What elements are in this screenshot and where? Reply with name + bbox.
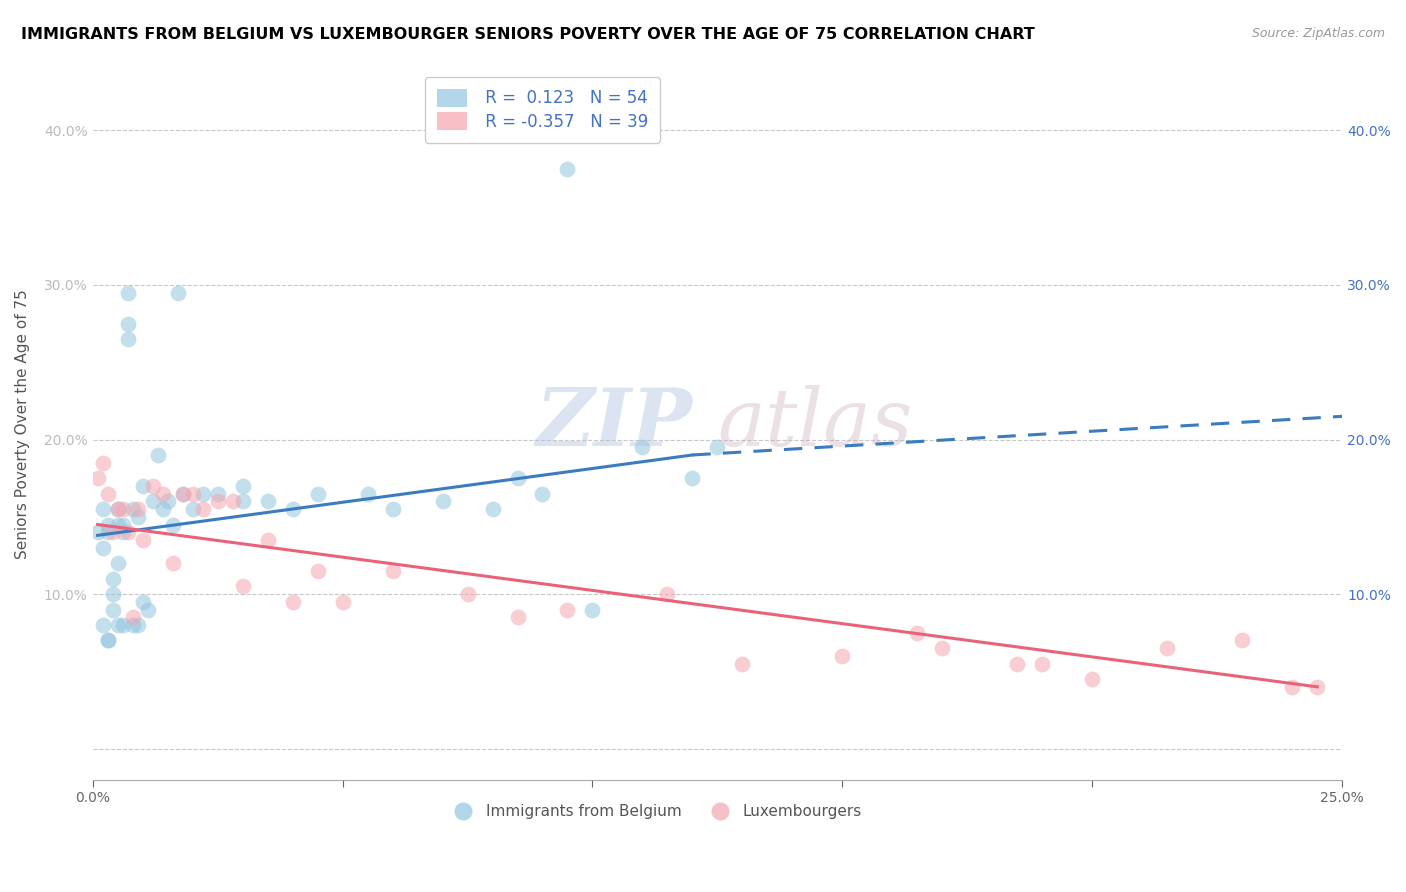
Point	[356, 486, 378, 500]
Point	[232, 579, 254, 593]
Point	[905, 625, 928, 640]
Point	[172, 486, 194, 500]
Point	[191, 502, 214, 516]
Point	[117, 285, 139, 300]
Point	[281, 502, 304, 516]
Point	[101, 525, 124, 540]
Point	[457, 587, 479, 601]
Point	[142, 494, 165, 508]
Point	[121, 502, 143, 516]
Point	[307, 564, 329, 578]
Point	[281, 595, 304, 609]
Point	[931, 641, 953, 656]
Point	[506, 471, 529, 485]
Text: IMMIGRANTS FROM BELGIUM VS LUXEMBOURGER SENIORS POVERTY OVER THE AGE OF 75 CORRE: IMMIGRANTS FROM BELGIUM VS LUXEMBOURGER …	[21, 27, 1035, 42]
Point	[232, 494, 254, 508]
Point	[1081, 672, 1104, 686]
Y-axis label: Seniors Poverty Over the Age of 75: Seniors Poverty Over the Age of 75	[15, 289, 30, 559]
Point	[381, 564, 404, 578]
Point	[307, 486, 329, 500]
Point	[131, 595, 153, 609]
Point	[681, 471, 703, 485]
Point	[111, 517, 134, 532]
Point	[1031, 657, 1053, 671]
Point	[162, 517, 184, 532]
Point	[97, 525, 120, 540]
Point	[706, 440, 728, 454]
Point	[207, 494, 229, 508]
Point	[91, 541, 114, 555]
Legend: Immigrants from Belgium, Luxembourgers: Immigrants from Belgium, Luxembourgers	[441, 798, 869, 825]
Point	[146, 448, 169, 462]
Point	[152, 502, 174, 516]
Point	[111, 525, 134, 540]
Point	[111, 502, 134, 516]
Point	[111, 618, 134, 632]
Point	[127, 509, 149, 524]
Point	[731, 657, 754, 671]
Point	[91, 618, 114, 632]
Point	[91, 456, 114, 470]
Point	[127, 618, 149, 632]
Point	[97, 633, 120, 648]
Point	[101, 602, 124, 616]
Point	[1306, 680, 1329, 694]
Point	[506, 610, 529, 624]
Point	[172, 486, 194, 500]
Point	[152, 486, 174, 500]
Point	[117, 332, 139, 346]
Point	[156, 494, 179, 508]
Point	[221, 494, 243, 508]
Point	[97, 486, 120, 500]
Point	[107, 502, 129, 516]
Point	[107, 517, 129, 532]
Text: Source: ZipAtlas.com: Source: ZipAtlas.com	[1251, 27, 1385, 40]
Point	[91, 502, 114, 516]
Text: ZIP: ZIP	[536, 385, 692, 463]
Point	[207, 486, 229, 500]
Point	[1281, 680, 1303, 694]
Point	[131, 479, 153, 493]
Point	[107, 556, 129, 570]
Point	[1007, 657, 1029, 671]
Point	[131, 533, 153, 547]
Point	[121, 610, 143, 624]
Point	[332, 595, 354, 609]
Text: atlas: atlas	[717, 385, 912, 463]
Point	[657, 587, 679, 601]
Point	[557, 161, 579, 176]
Point	[97, 517, 120, 532]
Point	[557, 602, 579, 616]
Point	[631, 440, 654, 454]
Point	[531, 486, 554, 500]
Point	[256, 533, 278, 547]
Point	[86, 525, 108, 540]
Point	[142, 479, 165, 493]
Point	[97, 633, 120, 648]
Point	[162, 556, 184, 570]
Point	[136, 602, 159, 616]
Point	[256, 494, 278, 508]
Point	[831, 648, 853, 663]
Point	[86, 471, 108, 485]
Point	[1156, 641, 1178, 656]
Point	[232, 479, 254, 493]
Point	[181, 502, 204, 516]
Point	[432, 494, 454, 508]
Point	[107, 502, 129, 516]
Point	[117, 317, 139, 331]
Point	[127, 502, 149, 516]
Point	[581, 602, 603, 616]
Point	[101, 587, 124, 601]
Point	[381, 502, 404, 516]
Point	[117, 525, 139, 540]
Point	[166, 285, 188, 300]
Point	[1232, 633, 1254, 648]
Point	[101, 572, 124, 586]
Point	[121, 618, 143, 632]
Point	[181, 486, 204, 500]
Point	[191, 486, 214, 500]
Point	[107, 618, 129, 632]
Point	[481, 502, 503, 516]
